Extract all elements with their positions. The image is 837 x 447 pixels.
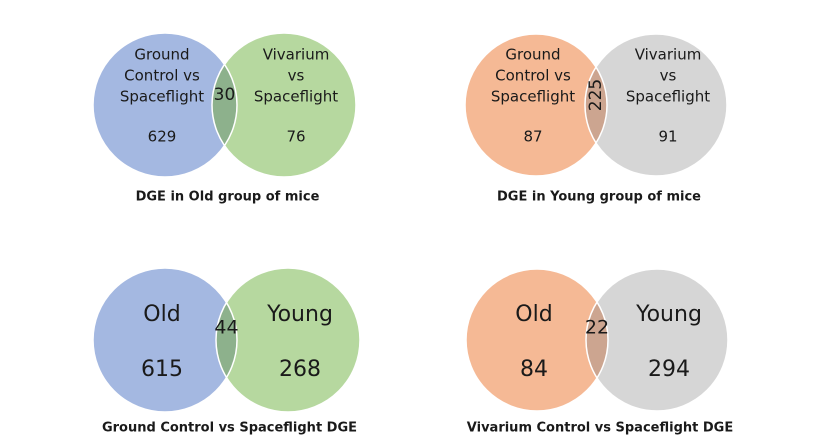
right-outline bbox=[211, 32, 357, 178]
left-label: Ground bbox=[134, 46, 189, 64]
right-count: 76 bbox=[286, 128, 305, 146]
right-outline bbox=[584, 33, 728, 177]
venn-diagram: Ground Control vs Spaceflight 87 Vivarium vs S… bbox=[464, 33, 728, 205]
venn-diagram: Old 84 Young 294 22 Vivarium Control vs Space… bbox=[465, 268, 733, 436]
left-label: Spaceflight bbox=[491, 88, 575, 106]
diagram-title: DGE in Young group of mice bbox=[497, 190, 701, 205]
right-count: 91 bbox=[658, 128, 677, 146]
right-label: Vivarium bbox=[635, 46, 702, 64]
left-set bbox=[93, 268, 237, 412]
venn-diagram: Ground Control vs Spaceflight 629 Vivarium vs… bbox=[92, 32, 357, 205]
overlap-count: 22 bbox=[585, 317, 609, 339]
right-label: Vivarium bbox=[263, 46, 330, 64]
left-label: Ground bbox=[505, 46, 560, 64]
right-count: 268 bbox=[279, 357, 321, 382]
diagram-title: Ground Control vs Spaceflight DGE bbox=[102, 421, 357, 436]
overlap-count: 30 bbox=[214, 85, 236, 105]
venn-diagram: Old 615 Young 268 44 Ground Control vs Spacef… bbox=[92, 267, 361, 436]
right-set bbox=[216, 268, 360, 412]
overlap-count: 44 bbox=[214, 317, 238, 339]
left-outline bbox=[92, 267, 238, 413]
right-label: Young bbox=[266, 302, 333, 327]
diagram-title: DGE in Old group of mice bbox=[136, 190, 320, 205]
left-set bbox=[93, 33, 237, 177]
left-label: Control vs bbox=[495, 67, 571, 85]
right-count: 294 bbox=[648, 357, 690, 382]
diagram-title: Vivarium Control vs Spaceflight DGE bbox=[467, 421, 733, 436]
right-label: Spaceflight bbox=[626, 88, 710, 106]
left-outline bbox=[465, 268, 609, 412]
left-set bbox=[466, 269, 608, 411]
right-label: Young bbox=[635, 302, 702, 327]
right-outline bbox=[215, 267, 361, 413]
left-label: Spaceflight bbox=[120, 88, 204, 106]
right-outline bbox=[585, 268, 729, 412]
left-set bbox=[465, 34, 607, 176]
left-label: Control vs bbox=[124, 67, 200, 85]
left-label: Old bbox=[515, 302, 552, 327]
right-label: vs bbox=[288, 67, 305, 85]
right-set bbox=[212, 33, 356, 177]
left-outline bbox=[464, 33, 608, 177]
left-label: Old bbox=[143, 302, 180, 327]
left-count: 87 bbox=[523, 128, 542, 146]
left-count: 84 bbox=[520, 357, 548, 382]
right-set bbox=[586, 269, 728, 411]
left-outline bbox=[92, 32, 238, 178]
right-label: vs bbox=[660, 67, 677, 85]
overlap-count: 225 bbox=[586, 79, 606, 111]
right-set bbox=[585, 34, 727, 176]
right-label: Spaceflight bbox=[254, 88, 338, 106]
left-count: 629 bbox=[148, 128, 177, 146]
left-count: 615 bbox=[141, 357, 183, 382]
